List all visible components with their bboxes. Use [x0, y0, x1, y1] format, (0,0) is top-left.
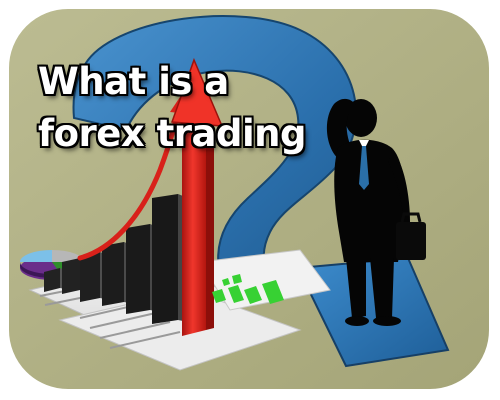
briefcase-icon [396, 212, 426, 260]
green-bars [212, 274, 284, 304]
necktie [359, 146, 369, 190]
headline: What is a forex trading [38, 56, 307, 160]
headline-line-2: forex trading [38, 112, 307, 155]
worried-businessman-silhouette [326, 98, 410, 326]
shirt-collar [359, 140, 369, 150]
headline-line-1: What is a [38, 60, 229, 103]
red-up-arrow [170, 57, 224, 336]
trend-curve [77, 107, 181, 261]
